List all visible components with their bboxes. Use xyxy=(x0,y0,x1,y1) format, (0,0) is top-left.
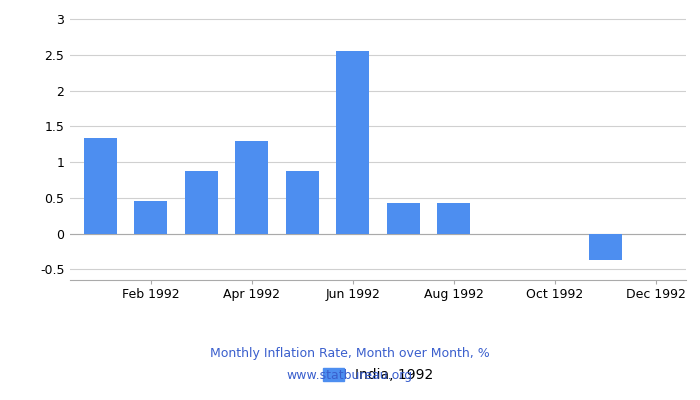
Text: Monthly Inflation Rate, Month over Month, %: Monthly Inflation Rate, Month over Month… xyxy=(210,348,490,360)
Bar xyxy=(336,51,369,234)
Bar xyxy=(387,203,420,234)
Bar xyxy=(185,171,218,234)
Text: www.statbureau.org: www.statbureau.org xyxy=(287,370,413,382)
Bar xyxy=(286,171,318,234)
Bar xyxy=(84,138,117,234)
Legend: India, 1992: India, 1992 xyxy=(317,362,439,388)
Bar xyxy=(589,234,622,260)
Bar xyxy=(134,201,167,234)
Bar xyxy=(235,141,268,234)
Bar xyxy=(438,203,470,234)
